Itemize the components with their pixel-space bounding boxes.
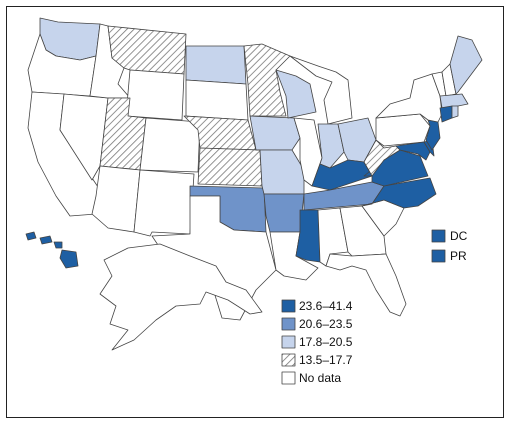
state-ma xyxy=(439,93,469,109)
state-il xyxy=(293,117,323,187)
state-pa xyxy=(375,113,431,147)
value-legend: 23.6–41.4 20.6–23.5 17.8–20.5 13.5–17.7 … xyxy=(281,299,353,385)
state-az xyxy=(91,165,141,233)
legend-swatch-3 xyxy=(281,335,296,349)
state-hi-island-2 xyxy=(39,235,53,245)
territory-pr-swatch xyxy=(431,249,446,263)
state-ky xyxy=(311,159,373,191)
territory-dc-label: DC xyxy=(450,229,468,243)
state-fl xyxy=(325,253,407,317)
state-co xyxy=(139,117,201,173)
state-mn xyxy=(243,43,291,117)
territory-legend: DC PR xyxy=(431,229,468,263)
state-ri xyxy=(451,105,459,119)
state-ms xyxy=(295,209,321,263)
state-mo xyxy=(255,149,305,195)
territory-dc-swatch xyxy=(431,229,446,243)
territory-pr-label: PR xyxy=(450,249,467,263)
legend-label-4: 13.5–17.7 xyxy=(299,353,353,367)
state-nd xyxy=(185,45,247,85)
state-hi-island-3 xyxy=(53,241,63,249)
state-ny xyxy=(375,73,443,123)
legend-label-1: 23.6–41.4 xyxy=(299,299,353,313)
state-ar xyxy=(263,193,305,233)
state-me xyxy=(449,35,483,95)
state-ia xyxy=(249,115,301,151)
state-sd xyxy=(185,79,249,121)
state-ks xyxy=(197,147,263,187)
state-ct xyxy=(439,105,453,123)
legend-swatch-5 xyxy=(281,371,296,385)
legend-label-2: 20.6–23.5 xyxy=(299,317,353,331)
legend-swatch-1 xyxy=(281,299,296,313)
state-wi xyxy=(275,69,317,119)
state-nm xyxy=(133,169,195,237)
state-mi xyxy=(289,55,353,125)
legend-label-3: 17.8–20.5 xyxy=(299,335,353,349)
legend-swatch-2 xyxy=(281,317,296,331)
state-hi-island-1 xyxy=(25,231,37,241)
legend-swatch-4 xyxy=(281,353,296,367)
state-hi-island-4 xyxy=(59,249,79,269)
state-ak xyxy=(99,243,263,351)
legend-label-5: No data xyxy=(299,371,341,385)
state-nc xyxy=(361,177,437,209)
state-wy xyxy=(125,69,185,121)
